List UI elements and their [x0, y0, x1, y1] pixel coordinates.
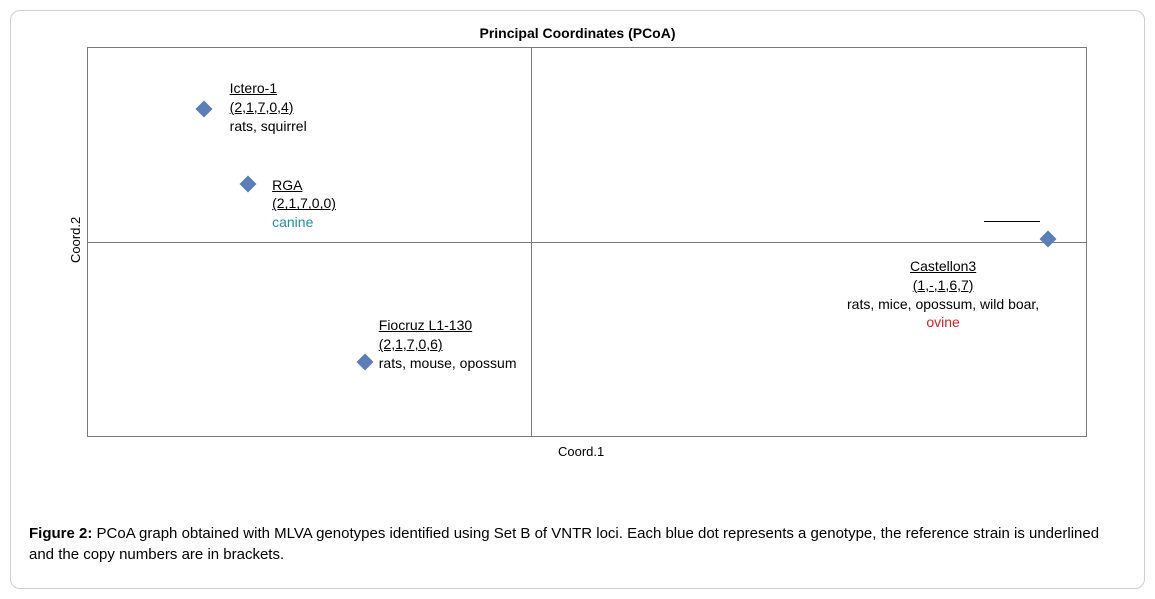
caption-text: PCoA graph obtained with MLVA genotypes … — [29, 525, 1099, 564]
figure-frame: Principal Coordinates (PCoA) Ictero-1(2,… — [10, 10, 1145, 589]
copy-numbers: (1,-,1,6,7) — [838, 276, 1048, 295]
annotation-fragment-castellon — [984, 221, 1040, 222]
caption-label: Figure 2: — [29, 525, 92, 542]
annotation-ictero1: Ictero-1(2,1,7,0,4)rats, squirrel — [230, 79, 307, 136]
x-axis-label: Coord.1 — [558, 444, 604, 459]
strain-name: Fiocruz L1-130 — [379, 316, 517, 335]
pcoa-scatter-plot: Ictero-1(2,1,7,0,4)rats, squirrelRGA(2,1… — [87, 47, 1087, 437]
hosts: canine — [272, 213, 336, 232]
copy-numbers: (2,1,7,0,0) — [272, 194, 336, 213]
figure-caption: Figure 2: PCoA graph obtained with MLVA … — [29, 523, 1126, 567]
copy-numbers: (2,1,7,0,6) — [379, 335, 517, 354]
strain-name: RGA — [272, 176, 336, 195]
chart-title: Principal Coordinates (PCoA) — [27, 25, 1128, 41]
hosts: rats, squirrel — [230, 117, 307, 136]
strain-name: Ictero-1 — [230, 79, 307, 98]
hosts: rats, mice, opossum, wild boar, ovine — [838, 295, 1048, 333]
copy-numbers: (2,1,7,0,4) — [230, 98, 307, 117]
y-axis-label: Coord.2 — [68, 216, 83, 262]
annotation-rga: RGA(2,1,7,0,0)canine — [272, 176, 336, 233]
hosts: rats, mouse, opossum — [379, 354, 517, 373]
annotation-castellon: Castellon3(1,-,1,6,7)rats, mice, opossum… — [838, 257, 1048, 333]
x-axis-line — [87, 242, 1087, 243]
annotation-fiocruz: Fiocruz L1-130(2,1,7,0,6)rats, mouse, op… — [379, 316, 517, 373]
strain-name: Castellon3 — [838, 257, 1048, 276]
